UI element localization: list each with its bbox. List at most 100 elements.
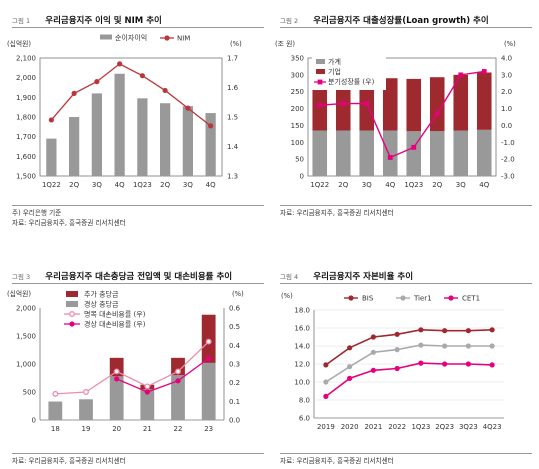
figure-1-ytick-label: 2,100 [16,55,36,63]
figure-3-bar-ordinary [109,376,124,420]
figure-3-bar-ordinary [140,389,155,420]
figure-2-y-unit: (조 원) [275,39,295,48]
figure-4-ytick-label: 16.0 [294,325,310,333]
figure-4-xtick-label: 2020 [341,423,359,431]
figure-1-note: 주) 우리은행 기준 [12,209,62,217]
figure-2-xtick-label: 3Q [456,181,466,189]
figure-1-plot-frame [39,57,223,177]
figure-3-ytick-label: 0 [32,417,36,425]
figure-3-footer-rule [12,453,264,454]
figure-2-point [458,72,464,78]
figure-4-point [394,331,400,337]
figure-2-line-growth [319,70,485,159]
figure-2-point [317,102,323,108]
figure-1-bar [137,98,148,176]
figure-3-point [114,376,120,382]
figure-4-xtick-label: 1Q23 [411,423,430,431]
figure-4-footer-rule [280,453,532,454]
figure-1-point [117,61,123,67]
figure-4-point [442,361,448,367]
figure-1-number: 그림 1 [12,17,31,25]
figure-4-xtick-label: 3Q23 [459,423,478,431]
figure-3-y2tick-label: 0.3 [229,361,240,369]
figure-2-legend-label: 기업 [328,67,341,76]
figure-2-y2tick-label: 1.0 [501,105,512,113]
figure-2-y2tick-label: 0.0 [501,122,512,130]
figure-1-xtick-label: 1Q23 [133,181,152,189]
figure-2-bar-corporate [382,78,398,131]
figure-4-ytick-label: 8.0 [299,397,310,405]
figure-4-header: 그림 4 우리금융지주 자본비율 추이 [280,264,413,283]
figure-3-bar-ordinary [79,399,93,420]
figure-2-bar-corporate [406,78,422,132]
figure-4-point [323,393,329,399]
figure-1-point [162,87,168,94]
figure-4-point [418,342,424,348]
figure-4-panel: 그림 4 우리금융지주 자본비율 추이 6.0 8.0 10.0 12.0 14.0 16… [270,256,539,469]
figure-3-xtick-label: 22 [174,425,183,433]
figure-4-point [347,375,353,381]
figure-3-legend-label: 경상 충당금 [84,300,119,309]
figure-3-legend-label: 경상 대손비용률 (우) [84,320,146,329]
figure-4-point [370,349,376,355]
figure-2-xtick-label: 2Q [432,181,442,189]
figure-3-point [206,355,212,361]
figure-1-ytick-label: 1,600 [16,153,36,161]
figure-1-bar [160,103,171,176]
figure-1-legend-marker [164,35,170,41]
figure-2-bar-household [476,129,492,176]
figure-3-y2-unit: (%) [232,290,244,298]
figure-1-xtick-label: 4Q [115,181,125,189]
figure-3-header-rule [12,283,264,284]
figure-3-y2tick-label: 0.6 [229,305,241,313]
figure-3-line-nominal [55,341,210,395]
figure-4-legend-label: BIS [362,295,374,303]
figure-1-bar [46,138,57,176]
figure-2-point [387,155,393,160]
figure-4-source: 자료: 우리금융지주, 흥국증권 리서치센터 [280,457,394,465]
figure-2-xtick-label: 4Q [479,181,489,189]
figure-1-header: 그림 1 우리금융지주 이익 및 NIM 추이 [12,8,162,27]
figure-1-ytick-label: 1,800 [16,114,36,122]
figure-1-point [94,79,100,85]
figure-4-ytick-label: 14.0 [294,343,310,351]
figure-3-xtick-label: 21 [143,425,152,433]
figure-2-chart: 0 50 100 150 200 250 300 350 (조 원) -3.0 -2.0 -1.0 0.… [275,39,516,189]
figure-3-point [144,389,150,395]
figure-3-point [52,390,59,397]
figure-3-legend-marker [69,321,75,327]
figure-2-point [434,111,440,117]
figure-2-xtick-label: 3Q [362,181,372,189]
figure-4-point [370,367,376,373]
figure-2-legend-swatch [316,69,325,74]
figure-1-panel: 그림 1 우리금융지주 이익 및 NIM 추이 1,500 1,600 1,700 1… [0,0,268,240]
figure-1-ytick-label: 1,900 [16,94,36,102]
figure-3-legend-swatch [66,301,78,307]
figure-2-ytick-label: 300 [291,71,304,79]
figure-1-y-unit: (십억원) [7,39,31,48]
figure-3-xtick-label: 18 [51,425,60,433]
figure-4-chart: 6.0 8.0 10.0 12.0 14.0 16.0 18.0(%) 2019 2020 202… [281,292,504,431]
figure-1-footer-rule [12,205,264,206]
figure-4-point [442,328,448,334]
figure-2-y2tick-label: 4.0 [501,55,512,63]
figure-2-point [411,144,417,150]
figure-4-title: 우리금융지주 자본비율 추이 [313,272,414,282]
figure-1-legend-label: NIM [177,35,190,43]
figure-2-ytick-label: 0 [300,173,304,181]
figure-1-bar [69,117,80,176]
figure-2-y2tick-label: -2.0 [501,156,515,164]
figure-3-ytick-label: 1,000 [16,361,36,369]
figure-2-footer-rule [280,205,532,206]
figure-4-point [323,362,329,368]
figure-4-y-unit: (%) [281,292,293,300]
figure-2-bar-household [359,130,375,176]
figure-1-point [208,123,214,129]
figure-3-point [83,389,89,395]
figure-4-point [418,360,424,366]
figure-4-point [489,362,495,368]
figure-3-bar-ordinary [201,362,216,420]
figure-3-ytick-label: 500 [23,389,36,397]
figure-2-header-rule [280,27,532,28]
figure-2-y2tick-label: -3.0 [501,173,515,181]
